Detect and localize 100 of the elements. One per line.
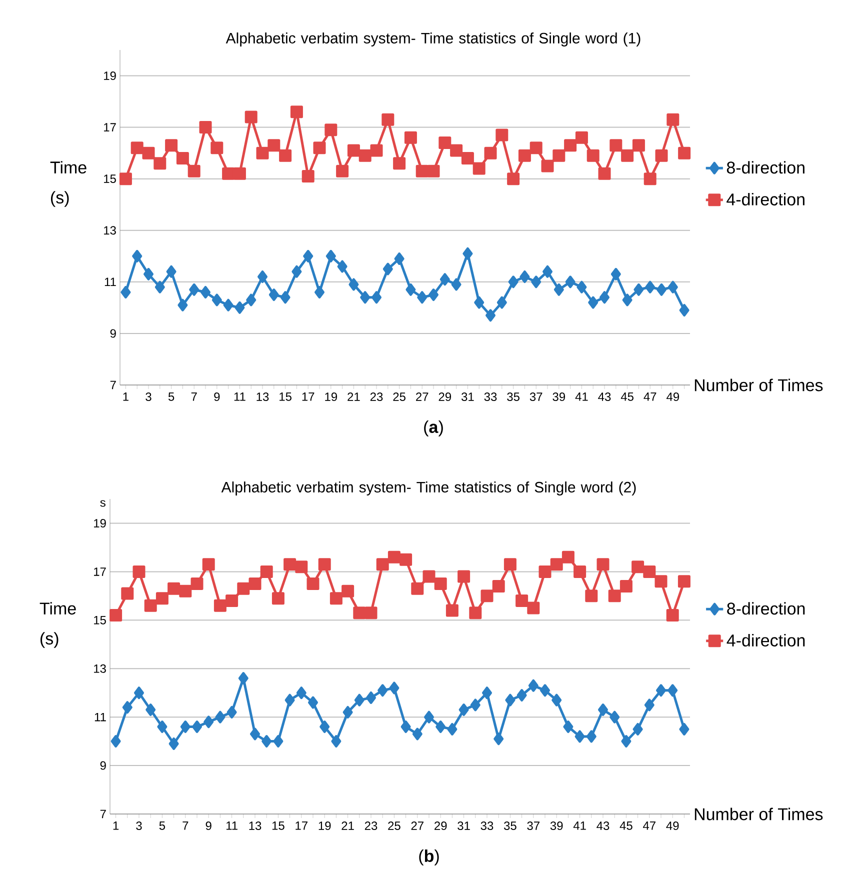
x-tick-label: 19	[318, 822, 331, 830]
point	[295, 560, 308, 574]
point	[272, 592, 284, 605]
point	[412, 728, 422, 740]
point	[284, 558, 296, 571]
x-tick-label: 25	[393, 392, 406, 402]
point	[400, 720, 411, 734]
point	[342, 584, 354, 598]
point	[353, 606, 366, 620]
point	[562, 550, 574, 564]
point	[461, 152, 474, 164]
point	[486, 309, 496, 322]
point	[280, 291, 290, 304]
legend-label: 4-direction	[726, 634, 805, 646]
point	[234, 301, 245, 314]
legend-label: 8-direction	[727, 602, 805, 615]
x-tick-label: 21	[342, 822, 354, 830]
point	[507, 172, 520, 186]
point	[308, 696, 318, 709]
point	[504, 558, 516, 571]
text: (b)	[419, 850, 439, 866]
point	[469, 606, 482, 620]
y-axis-title: Time (s)	[50, 161, 86, 207]
point	[342, 706, 353, 718]
point	[644, 172, 656, 186]
point	[422, 570, 436, 583]
legend-label: 4-direction	[726, 192, 804, 206]
point	[246, 294, 256, 306]
point	[598, 704, 608, 716]
point	[494, 732, 504, 746]
point	[144, 268, 154, 280]
point	[596, 558, 610, 571]
y-tick-label: 19	[104, 72, 116, 80]
point	[679, 722, 690, 736]
x-tick-label: 15	[272, 822, 284, 830]
point	[120, 286, 131, 298]
point	[168, 737, 179, 750]
x-tick-label: 41	[575, 392, 588, 401]
point	[576, 280, 587, 294]
point	[366, 691, 376, 704]
point	[372, 291, 382, 304]
point	[679, 304, 690, 317]
point	[324, 124, 338, 136]
y-tick-label: 17	[104, 123, 116, 132]
x-tick-label: 43	[598, 392, 611, 402]
point	[337, 260, 348, 273]
point	[575, 131, 588, 144]
point	[248, 578, 262, 590]
point	[417, 291, 428, 304]
y-tick-label: 7	[110, 380, 116, 390]
y-tick-label: 9	[110, 329, 116, 338]
point	[451, 278, 462, 291]
point	[541, 160, 554, 172]
x-tick-label: 49	[666, 822, 679, 830]
point	[314, 286, 325, 298]
point	[470, 698, 480, 712]
point	[644, 698, 654, 712]
point	[520, 270, 530, 284]
point	[666, 113, 680, 126]
x-tick-label: 31	[461, 392, 474, 402]
point	[643, 565, 656, 578]
x-tick-label: 5	[159, 822, 166, 830]
point	[531, 276, 542, 288]
y-tick-label: 13	[94, 664, 106, 673]
point	[157, 720, 168, 734]
point	[354, 694, 364, 706]
point	[200, 286, 210, 298]
point	[132, 250, 142, 262]
x-tick-label: 33	[480, 822, 494, 830]
y-tick-label: 17	[94, 568, 106, 576]
point	[428, 288, 439, 302]
point	[586, 730, 596, 743]
x-tick-label: 21	[348, 392, 360, 401]
point	[222, 167, 235, 180]
x-tick-label: 11	[226, 822, 238, 830]
point	[656, 283, 667, 296]
point	[370, 144, 383, 157]
point	[508, 276, 518, 288]
point	[318, 558, 331, 571]
x-tick-label: 13	[249, 822, 262, 830]
point	[393, 157, 406, 170]
x-tick-label: 15	[280, 392, 292, 401]
point	[655, 149, 668, 162]
point	[492, 580, 505, 592]
point	[530, 142, 542, 154]
point	[678, 575, 690, 588]
point	[440, 273, 450, 286]
point	[632, 139, 645, 152]
point	[588, 296, 598, 309]
x-tick-label: 13	[256, 392, 269, 402]
point	[563, 720, 574, 734]
point	[192, 720, 202, 734]
point	[654, 575, 668, 588]
point	[518, 149, 531, 162]
point	[326, 250, 336, 262]
x-tick-label: 5	[168, 392, 174, 401]
point	[458, 570, 470, 583]
y-tick-label: 7	[100, 810, 106, 818]
x-tick-label: 29	[438, 392, 452, 402]
point	[180, 720, 190, 734]
